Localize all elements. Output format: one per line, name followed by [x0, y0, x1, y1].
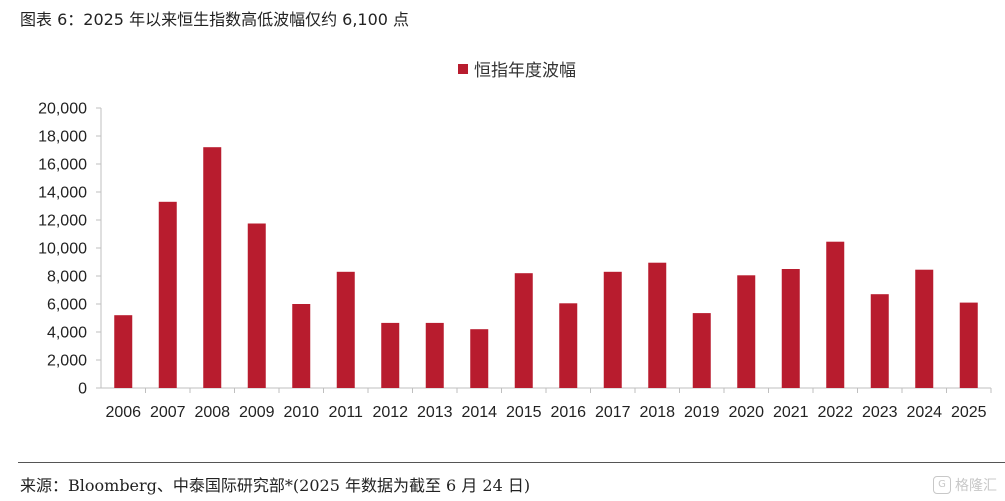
x-tick-label: 2025 — [951, 404, 987, 421]
x-tick-label: 2022 — [817, 404, 853, 421]
x-tick-label: 2007 — [150, 404, 186, 421]
bar-2010 — [292, 304, 311, 388]
x-tick-label: 2008 — [194, 404, 230, 421]
y-tick-label: 4,000 — [47, 325, 87, 342]
bar-2013 — [425, 322, 444, 388]
bar-2011 — [336, 271, 355, 388]
x-tick-label: 2016 — [550, 404, 586, 421]
legend-label: 恒指年度波幅 — [474, 61, 576, 81]
bar-2023 — [870, 294, 889, 388]
x-tick-label: 2009 — [239, 404, 275, 421]
bar-2016 — [559, 303, 578, 388]
x-tick-label: 2023 — [862, 404, 898, 421]
y-tick-label: 8,000 — [47, 269, 87, 286]
bar-2024 — [915, 269, 934, 388]
y-tick-label: 6,000 — [47, 297, 87, 314]
bar-2022 — [826, 241, 845, 388]
x-tick-label: 2017 — [595, 404, 631, 421]
x-tick-label: 2012 — [372, 404, 408, 421]
bar-2012 — [381, 322, 400, 388]
chart-legend: 恒指年度波幅 — [458, 56, 576, 81]
legend-swatch — [458, 63, 468, 74]
y-tick-label: 12,000 — [38, 213, 87, 230]
y-tick-label: 10,000 — [38, 241, 87, 258]
x-tick-label: 2021 — [773, 404, 809, 421]
watermark: G 格隆汇 — [933, 475, 997, 495]
source-divider — [18, 462, 1005, 463]
bar-2021 — [781, 269, 800, 388]
x-tick-label: 2020 — [728, 404, 764, 421]
bar-2014 — [470, 329, 489, 388]
y-tick-label: 14,000 — [38, 185, 87, 202]
y-tick-label: 16,000 — [38, 157, 87, 174]
bar-2007 — [158, 201, 177, 388]
x-tick-label: 2011 — [329, 404, 364, 421]
bar-2017 — [603, 271, 622, 388]
y-tick-label: 18,000 — [38, 129, 87, 146]
bar-2006 — [114, 315, 133, 388]
bar-2018 — [648, 262, 667, 388]
watermark-text: 格隆汇 — [955, 478, 997, 494]
x-tick-label: 2015 — [506, 404, 542, 421]
bars-group — [114, 147, 978, 388]
bar-2019 — [692, 313, 711, 388]
y-tick-label: 0 — [78, 381, 87, 398]
source-note: 来源：Bloomberg、中泰国际研究部*(2025 年数据为截至 6 月 24… — [20, 476, 531, 495]
watermark-logo-icon: G — [933, 476, 951, 494]
x-tick-label: 2013 — [417, 404, 453, 421]
bar-2008 — [203, 147, 222, 388]
bar-2025 — [959, 302, 978, 388]
bar-2020 — [737, 275, 756, 388]
x-tick-label: 2019 — [684, 404, 720, 421]
x-tick-label: 2024 — [906, 404, 942, 421]
bar-chart: 0 2,000 4,000 6,000 8,000 10,000 12,000 14,000 1… — [38, 101, 992, 421]
bar-2015 — [514, 273, 533, 388]
x-tick-label: 2014 — [461, 404, 497, 421]
x-axis: 2006 2007 2008 2009 2010 2011 2012 2013 2014 2015… — [101, 387, 992, 421]
y-axis: 0 2,000 4,000 6,000 8,000 10,000 12,000 14,000 1… — [38, 101, 102, 398]
figure-title: 图表 6：2025 年以来恒生指数高低波幅仅约 6,100 点 — [20, 10, 410, 29]
bar-2009 — [247, 223, 266, 388]
x-tick-label: 2010 — [283, 404, 319, 421]
x-tick-label: 2018 — [639, 404, 675, 421]
y-tick-label: 20,000 — [38, 101, 87, 118]
x-tick-label: 2006 — [105, 404, 141, 421]
y-tick-label: 2,000 — [47, 353, 87, 370]
